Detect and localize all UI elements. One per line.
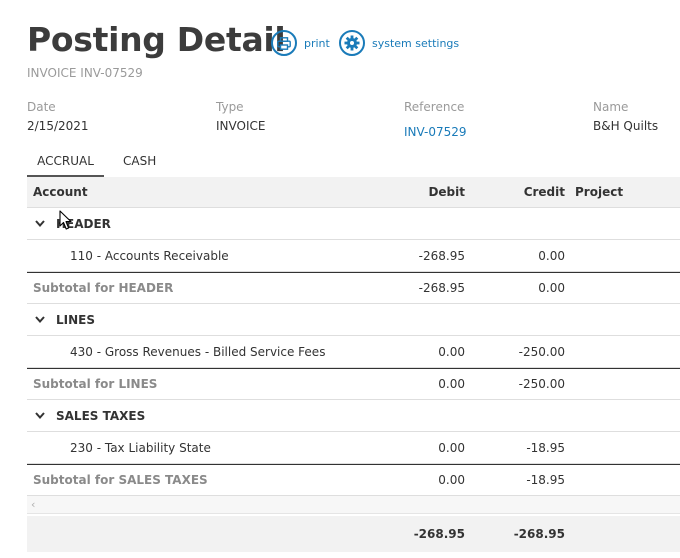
subtotal-label: Subtotal for LINES — [33, 377, 158, 391]
group-title: LINES — [56, 312, 95, 327]
credit-column-header[interactable]: Credit — [523, 185, 565, 199]
type-label: Type — [216, 100, 244, 114]
gear-icon — [339, 30, 365, 56]
debit-cell: 0.00 — [438, 440, 465, 455]
date-label: Date — [27, 100, 56, 114]
scroll-left-icon[interactable]: ‹ — [31, 498, 36, 511]
subtotal-label: Subtotal for HEADER — [33, 281, 174, 295]
debit-column-header[interactable]: Debit — [428, 185, 465, 199]
chevron-down-icon[interactable] — [35, 412, 49, 419]
table-row[interactable]: 110 - Accounts Receivable -268.95 0.00 — [27, 240, 680, 272]
subtotal-debit: 0.00 — [438, 473, 465, 487]
project-column-header[interactable]: Project — [575, 185, 624, 199]
account-cell: 110 - Accounts Receivable — [70, 248, 229, 263]
subtotal-row: Subtotal for SALES TAXES 0.00 -18.95 — [27, 464, 680, 496]
horizontal-scrollbar[interactable]: ‹ — [27, 496, 680, 514]
group-row-sales-taxes[interactable]: SALES TAXES — [27, 400, 680, 432]
printer-icon — [271, 30, 297, 56]
table-row[interactable]: 430 - Gross Revenues - Billed Service Fe… — [27, 336, 680, 368]
total-credit: -268.95 — [513, 527, 565, 541]
name-label: Name — [593, 100, 629, 114]
tab-cash[interactable]: CASH — [123, 154, 157, 168]
subtotal-row: Subtotal for HEADER -268.95 0.00 — [27, 272, 680, 304]
print-label[interactable]: print — [304, 36, 330, 50]
subtotal-label: Subtotal for SALES TAXES — [33, 473, 208, 487]
system-settings-button[interactable]: system settings — [339, 30, 459, 56]
credit-cell: -18.95 — [526, 440, 565, 455]
page-subtitle: INVOICE INV-07529 — [27, 66, 143, 80]
subtotal-debit: -268.95 — [418, 281, 465, 295]
subtotal-row: Subtotal for LINES 0.00 -250.00 — [27, 368, 680, 400]
group-row-header[interactable]: HEADER — [27, 208, 680, 240]
chevron-down-icon[interactable] — [35, 316, 49, 323]
date-value: 2/15/2021 — [27, 119, 89, 133]
reference-link[interactable]: INV-07529 — [404, 125, 467, 139]
subtotal-debit: 0.00 — [438, 377, 465, 391]
debit-cell: -268.95 — [418, 248, 465, 263]
page-title: Posting Detail — [27, 20, 286, 59]
subtotal-credit: 0.00 — [538, 281, 565, 295]
account-cell: 430 - Gross Revenues - Billed Service Fe… — [70, 344, 326, 359]
subtotal-credit: -250.00 — [518, 377, 565, 391]
account-cell: 230 - Tax Liability State — [70, 440, 211, 455]
chevron-down-icon[interactable] — [35, 220, 49, 227]
debit-cell: 0.00 — [438, 344, 465, 359]
reference-label: Reference — [404, 100, 465, 114]
account-column-header[interactable]: Account — [33, 185, 88, 199]
grid-header-row: Account Debit Credit Project — [27, 177, 680, 208]
system-settings-label[interactable]: system settings — [372, 36, 460, 50]
credit-cell: 0.00 — [538, 248, 565, 263]
grand-total-row: -268.95 -268.95 — [27, 516, 680, 552]
posting-grid: Account Debit Credit Project HEADER 110 … — [27, 177, 680, 552]
total-debit: -268.95 — [413, 527, 465, 541]
credit-cell: -250.00 — [518, 344, 565, 359]
mouse-cursor-icon — [59, 210, 72, 235]
type-value: INVOICE — [216, 119, 266, 133]
table-row[interactable]: 230 - Tax Liability State 0.00 -18.95 — [27, 432, 680, 464]
group-row-lines[interactable]: LINES — [27, 304, 680, 336]
print-button[interactable]: print — [271, 30, 330, 56]
name-value: B&H Quilts — [593, 119, 659, 133]
subtotal-credit: -18.95 — [526, 473, 565, 487]
tab-accrual[interactable]: ACCRUAL — [27, 150, 104, 177]
group-title: SALES TAXES — [56, 408, 146, 423]
